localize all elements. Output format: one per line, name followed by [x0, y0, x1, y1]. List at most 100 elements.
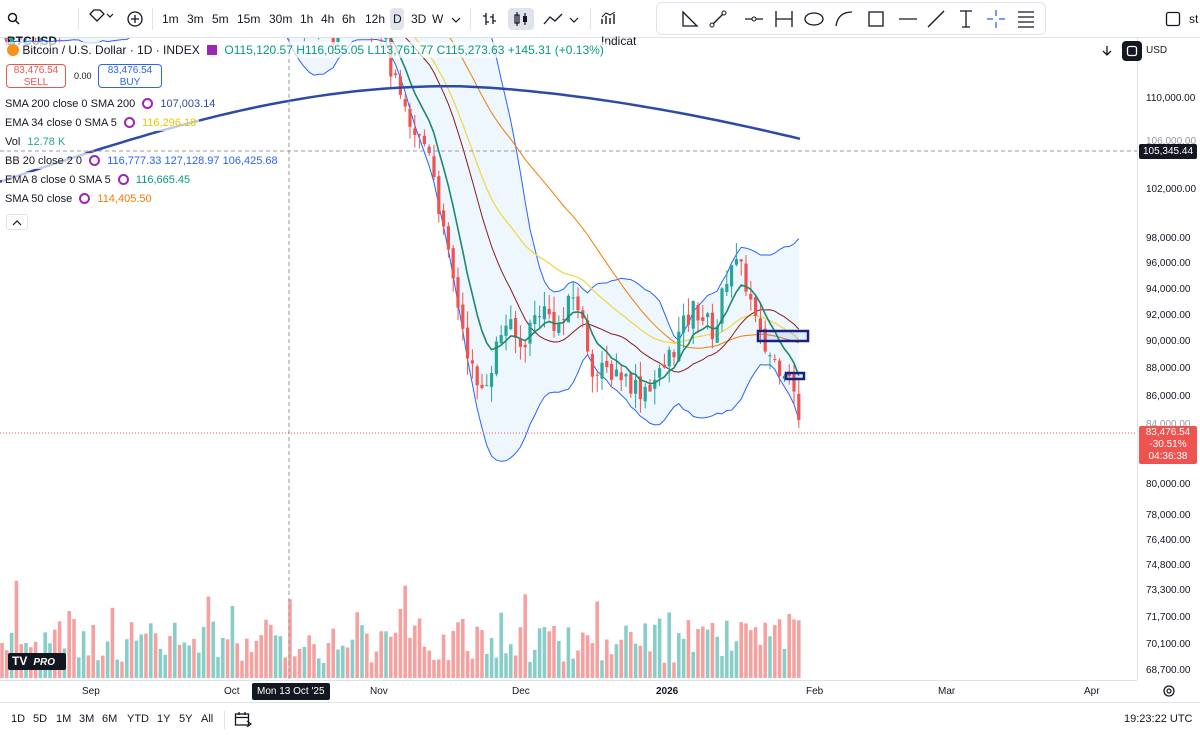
timeframe-30m[interactable]: 30m	[269, 12, 293, 26]
candles-style-button[interactable]	[508, 8, 534, 30]
candle-body	[758, 318, 762, 332]
indicator-row-bb[interactable]: BB 20 close 2 0 116,777.33 127,128.97 10…	[2, 153, 281, 169]
chart-type-dropdown[interactable]	[566, 8, 582, 30]
collapse-legend-button[interactable]	[6, 214, 28, 230]
indicators-icon	[601, 11, 616, 24]
buy-button[interactable]: 83,476.54 BUY	[98, 64, 162, 88]
text-tool-icon[interactable]	[955, 8, 977, 30]
compare-add-button[interactable]	[124, 8, 146, 30]
timeframe-5m[interactable]: 5m	[212, 12, 229, 26]
candle-body	[634, 379, 638, 394]
indicator-value: 116,296.18	[142, 117, 197, 129]
volume-bar	[81, 631, 86, 678]
timeframe-1m[interactable]: 1m	[162, 12, 179, 26]
rectangle-icon[interactable]	[865, 8, 887, 30]
volume-bar	[705, 629, 710, 678]
line-style-button[interactable]	[540, 8, 564, 30]
time-axis[interactable]: Sep Oct Nov Dec 2026 Feb Mar Apr Mon 13 …	[0, 680, 1175, 702]
indicator-row-ema34[interactable]: EMA 34 close 0 SMA 5 116,296.18	[2, 115, 200, 131]
timeframe-d[interactable]: D	[390, 8, 404, 30]
timeframe-w[interactable]: W	[432, 12, 444, 26]
date-range-icon[interactable]	[773, 8, 795, 30]
settings-icon[interactable]	[142, 98, 154, 109]
range-5y[interactable]: 5Y	[179, 713, 193, 725]
crosshair-icon[interactable]	[985, 8, 1007, 30]
volume-bar	[67, 610, 71, 678]
chart-settings-button[interactable]	[1162, 684, 1178, 700]
candle-body	[422, 135, 426, 144]
auto-scale-button[interactable]	[1122, 41, 1142, 61]
volume-bar	[686, 620, 691, 678]
horizontal-ray-icon[interactable]	[743, 8, 765, 30]
triangle-pattern-icon[interactable]	[679, 8, 701, 30]
candle-body	[10, 38, 14, 43]
timeframe-3d[interactable]: 3D	[411, 12, 427, 26]
volume-bar	[57, 621, 62, 678]
indicator-row-sma200[interactable]: SMA 200 close 0 SMA 200 107,003.14	[2, 96, 219, 112]
range-3m[interactable]: 3M	[79, 713, 95, 725]
range-all[interactable]: All	[201, 713, 214, 725]
utc-clock[interactable]: 19:23:22 UTC	[1124, 713, 1193, 725]
settings-icon[interactable]	[89, 155, 101, 166]
volume-bar	[158, 648, 163, 678]
volume-bar	[211, 621, 215, 678]
volume-bar	[432, 659, 436, 678]
candle-body	[427, 146, 431, 153]
trend-line-icon[interactable]	[707, 8, 729, 30]
indicator-row-ema8[interactable]: EMA 8 close 0 SMA 5 116,665.45	[2, 172, 194, 188]
indicator-row-sma50[interactable]: SMA 50 close 114,405.50	[2, 191, 155, 207]
bar-style-button[interactable]	[478, 8, 502, 30]
chart-pane[interactable]: Bitcoin / U.S. Dollar · 1D · INDEX O115,…	[0, 38, 1137, 680]
indicator-value: 107,003.14	[160, 98, 216, 110]
indicators-button[interactable]: Indicat	[598, 8, 658, 48]
volume-bar	[542, 627, 547, 678]
range-ytd[interactable]: YTD	[127, 713, 149, 725]
menu-lines-icon[interactable]	[1015, 8, 1037, 30]
timeframe-15m[interactable]: 15m	[237, 12, 261, 26]
horizontal-line-icon[interactable]	[897, 8, 919, 30]
symbol-search-button[interactable]: BTCUSD	[4, 8, 74, 48]
curve-icon[interactable]	[833, 8, 855, 30]
price-label: 73,300.00	[1146, 585, 1191, 596]
range-6m[interactable]: 6M	[102, 713, 118, 725]
candle-body	[605, 360, 609, 368]
range-5d[interactable]: 5D	[33, 713, 48, 725]
volume-bar	[581, 632, 585, 678]
right-toolbar-label[interactable]: st	[1189, 12, 1199, 26]
timeframe-1h[interactable]: 1h	[300, 12, 314, 26]
bar-countdown: 04:36:38	[1148, 451, 1188, 462]
tradingview-logo[interactable]: TV PRO	[8, 653, 66, 670]
diamond-chevron-button[interactable]	[84, 8, 118, 30]
volume-bar	[725, 620, 729, 678]
volume-bar	[657, 618, 662, 678]
scroll-down-button[interactable]	[1098, 42, 1116, 60]
settings-icon[interactable]	[117, 174, 129, 185]
volume-bar	[792, 619, 796, 678]
range-1y[interactable]: 1Y	[157, 713, 171, 725]
ellipse-icon[interactable]	[803, 8, 825, 30]
candle-body	[787, 372, 791, 377]
fullscreen-button[interactable]	[1162, 8, 1184, 30]
settings-icon[interactable]	[123, 117, 135, 128]
volume-bar	[729, 650, 734, 678]
timeframe-6h[interactable]: 6h	[342, 12, 356, 26]
timeframe-4h[interactable]: 4h	[321, 12, 335, 26]
bollinger-upper	[491, 38, 800, 342]
price-scale[interactable]: USD 110,000.00 106,000.00 102,000.00 98,…	[1102, 38, 1200, 680]
goto-date-button[interactable]	[234, 711, 252, 729]
settings-icon[interactable]	[79, 193, 91, 204]
timeframe-3m[interactable]: 3m	[187, 12, 204, 26]
currency-selector[interactable]: USD	[1146, 45, 1168, 56]
timeframe-12h[interactable]: 12h	[365, 12, 386, 26]
sell-label: SELL	[23, 77, 49, 88]
range-1m[interactable]: 1M	[56, 713, 72, 725]
volume-bar	[288, 599, 292, 678]
timeframe-dropdown[interactable]	[448, 8, 464, 30]
volume-bar	[365, 633, 369, 678]
indicator-row-volume[interactable]: Vol 12.78 K	[2, 134, 69, 150]
volume-bar	[110, 607, 115, 678]
sell-button[interactable]: 83,476.54 SELL	[6, 64, 66, 88]
ray-icon[interactable]	[925, 8, 947, 30]
candle-body	[682, 315, 686, 333]
range-1d[interactable]: 1D	[11, 713, 26, 725]
